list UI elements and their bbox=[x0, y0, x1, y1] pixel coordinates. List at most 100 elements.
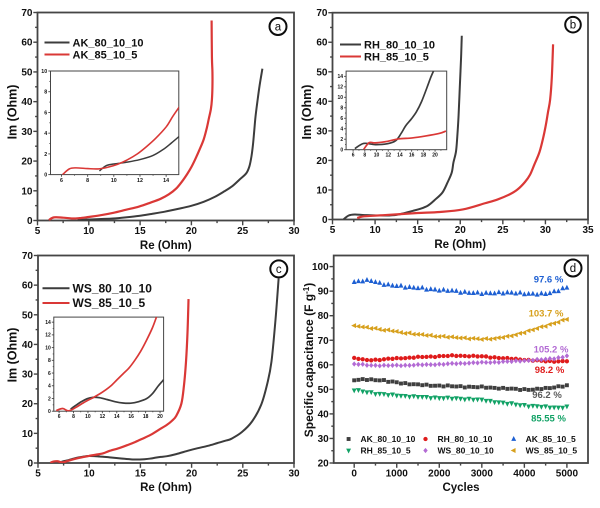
svg-text:15: 15 bbox=[135, 469, 147, 480]
svg-text:Cycles: Cycles bbox=[442, 482, 479, 494]
svg-text:6: 6 bbox=[48, 371, 51, 377]
svg-text:70: 70 bbox=[318, 336, 330, 347]
svg-text:12: 12 bbox=[385, 153, 391, 159]
svg-text:0: 0 bbox=[44, 173, 47, 179]
svg-text:RH_85_10_5: RH_85_10_5 bbox=[364, 52, 429, 64]
svg-text:4: 4 bbox=[48, 384, 51, 390]
svg-text:60: 60 bbox=[318, 360, 330, 371]
svg-text:10: 10 bbox=[45, 345, 51, 351]
svg-text:14: 14 bbox=[163, 178, 169, 184]
svg-text:AK_80_10_10: AK_80_10_10 bbox=[361, 434, 416, 444]
svg-text:5: 5 bbox=[330, 225, 336, 236]
svg-text:20: 20 bbox=[316, 156, 328, 167]
svg-text:WS_85_10_5: WS_85_10_5 bbox=[73, 296, 146, 310]
svg-text:103.7 %: 103.7 % bbox=[529, 309, 564, 320]
svg-text:12: 12 bbox=[137, 178, 143, 184]
svg-text:10: 10 bbox=[111, 178, 117, 184]
svg-text:20: 20 bbox=[186, 226, 198, 237]
svg-text:1000: 1000 bbox=[386, 469, 409, 480]
svg-text:a: a bbox=[275, 22, 282, 34]
svg-text:d: d bbox=[570, 263, 576, 275]
svg-text:25: 25 bbox=[237, 226, 249, 237]
svg-text:50: 50 bbox=[21, 67, 33, 78]
svg-text:2: 2 bbox=[48, 396, 51, 402]
svg-text:30: 30 bbox=[318, 434, 330, 445]
svg-text:40: 40 bbox=[316, 97, 328, 108]
svg-text:10: 10 bbox=[85, 414, 91, 420]
svg-text:14: 14 bbox=[114, 414, 120, 420]
svg-text:Im (Ohm): Im (Ohm) bbox=[6, 85, 20, 140]
svg-text:30: 30 bbox=[288, 469, 300, 480]
svg-text:12: 12 bbox=[100, 414, 106, 420]
svg-text:8: 8 bbox=[48, 358, 51, 364]
svg-text:40: 40 bbox=[21, 97, 33, 108]
svg-text:60: 60 bbox=[21, 38, 33, 49]
svg-text:60: 60 bbox=[316, 38, 328, 49]
svg-text:10: 10 bbox=[316, 185, 328, 196]
svg-text:5000: 5000 bbox=[556, 469, 579, 480]
svg-text:AK_80_10_10: AK_80_10_10 bbox=[73, 38, 144, 50]
svg-text:8: 8 bbox=[72, 414, 75, 420]
svg-text:14: 14 bbox=[397, 153, 403, 159]
svg-text:Re (Ohm): Re (Ohm) bbox=[434, 239, 486, 251]
svg-text:70: 70 bbox=[21, 8, 33, 19]
svg-text:RH_80_10_10: RH_80_10_10 bbox=[438, 434, 493, 444]
svg-text:6: 6 bbox=[352, 153, 355, 159]
svg-text:18: 18 bbox=[143, 414, 149, 420]
svg-text:35: 35 bbox=[582, 225, 594, 236]
svg-text:10: 10 bbox=[338, 95, 344, 101]
svg-text:0: 0 bbox=[48, 409, 51, 415]
svg-text:RH_80_10_10: RH_80_10_10 bbox=[364, 40, 435, 52]
svg-text:70: 70 bbox=[22, 251, 34, 262]
svg-text:30: 30 bbox=[540, 225, 552, 236]
svg-text:10: 10 bbox=[370, 225, 382, 236]
svg-text:98.2 %: 98.2 % bbox=[535, 365, 565, 376]
svg-text:3000: 3000 bbox=[471, 469, 494, 480]
svg-text:30: 30 bbox=[316, 126, 328, 137]
svg-text:20: 20 bbox=[21, 157, 33, 168]
svg-text:20: 20 bbox=[432, 153, 438, 159]
svg-text:4000: 4000 bbox=[513, 469, 536, 480]
svg-text:10: 10 bbox=[374, 153, 380, 159]
svg-text:5: 5 bbox=[35, 226, 41, 237]
svg-text:0: 0 bbox=[322, 215, 328, 226]
svg-text:20: 20 bbox=[157, 414, 163, 420]
svg-text:30: 30 bbox=[22, 370, 34, 381]
svg-text:0: 0 bbox=[27, 216, 33, 227]
svg-text:Specific capacitance (F g-1): Specific capacitance (F g-1) bbox=[302, 283, 317, 438]
svg-text:2000: 2000 bbox=[428, 469, 451, 480]
svg-text:AK_85_10_5: AK_85_10_5 bbox=[73, 50, 138, 62]
svg-text:50: 50 bbox=[22, 310, 34, 321]
svg-text:AK_85_10_5: AK_85_10_5 bbox=[526, 434, 576, 444]
svg-text:25: 25 bbox=[497, 225, 509, 236]
svg-text:97.6 %: 97.6 % bbox=[534, 275, 564, 286]
svg-text:16: 16 bbox=[128, 414, 134, 420]
svg-text:WS_80_10_10: WS_80_10_10 bbox=[438, 446, 495, 456]
svg-text:b: b bbox=[570, 20, 576, 32]
svg-text:4: 4 bbox=[340, 127, 343, 133]
svg-text:30: 30 bbox=[21, 127, 33, 138]
svg-text:20: 20 bbox=[455, 225, 467, 236]
svg-text:c: c bbox=[276, 264, 282, 276]
svg-text:10: 10 bbox=[22, 429, 34, 440]
svg-text:Im (Ohm): Im (Ohm) bbox=[6, 328, 20, 383]
svg-text:105.2 %: 105.2 % bbox=[534, 344, 569, 355]
svg-text:20: 20 bbox=[186, 469, 198, 480]
svg-text:90: 90 bbox=[318, 287, 330, 298]
svg-text:60: 60 bbox=[22, 281, 34, 292]
svg-text:18: 18 bbox=[421, 153, 427, 159]
svg-text:RH_85_10_5: RH_85_10_5 bbox=[361, 446, 411, 456]
svg-text:WS_85_10_5: WS_85_10_5 bbox=[526, 446, 578, 456]
svg-text:6: 6 bbox=[44, 110, 47, 116]
svg-text:8: 8 bbox=[44, 90, 47, 96]
svg-text:30: 30 bbox=[288, 226, 300, 237]
svg-text:8: 8 bbox=[340, 106, 343, 112]
svg-text:12: 12 bbox=[45, 333, 51, 339]
svg-text:6: 6 bbox=[58, 414, 61, 420]
svg-text:100: 100 bbox=[312, 262, 329, 273]
svg-text:10: 10 bbox=[21, 186, 33, 197]
svg-text:Re (Ohm): Re (Ohm) bbox=[140, 482, 192, 494]
svg-text:5: 5 bbox=[35, 469, 41, 480]
svg-text:14: 14 bbox=[338, 74, 344, 80]
svg-text:12: 12 bbox=[338, 85, 344, 91]
